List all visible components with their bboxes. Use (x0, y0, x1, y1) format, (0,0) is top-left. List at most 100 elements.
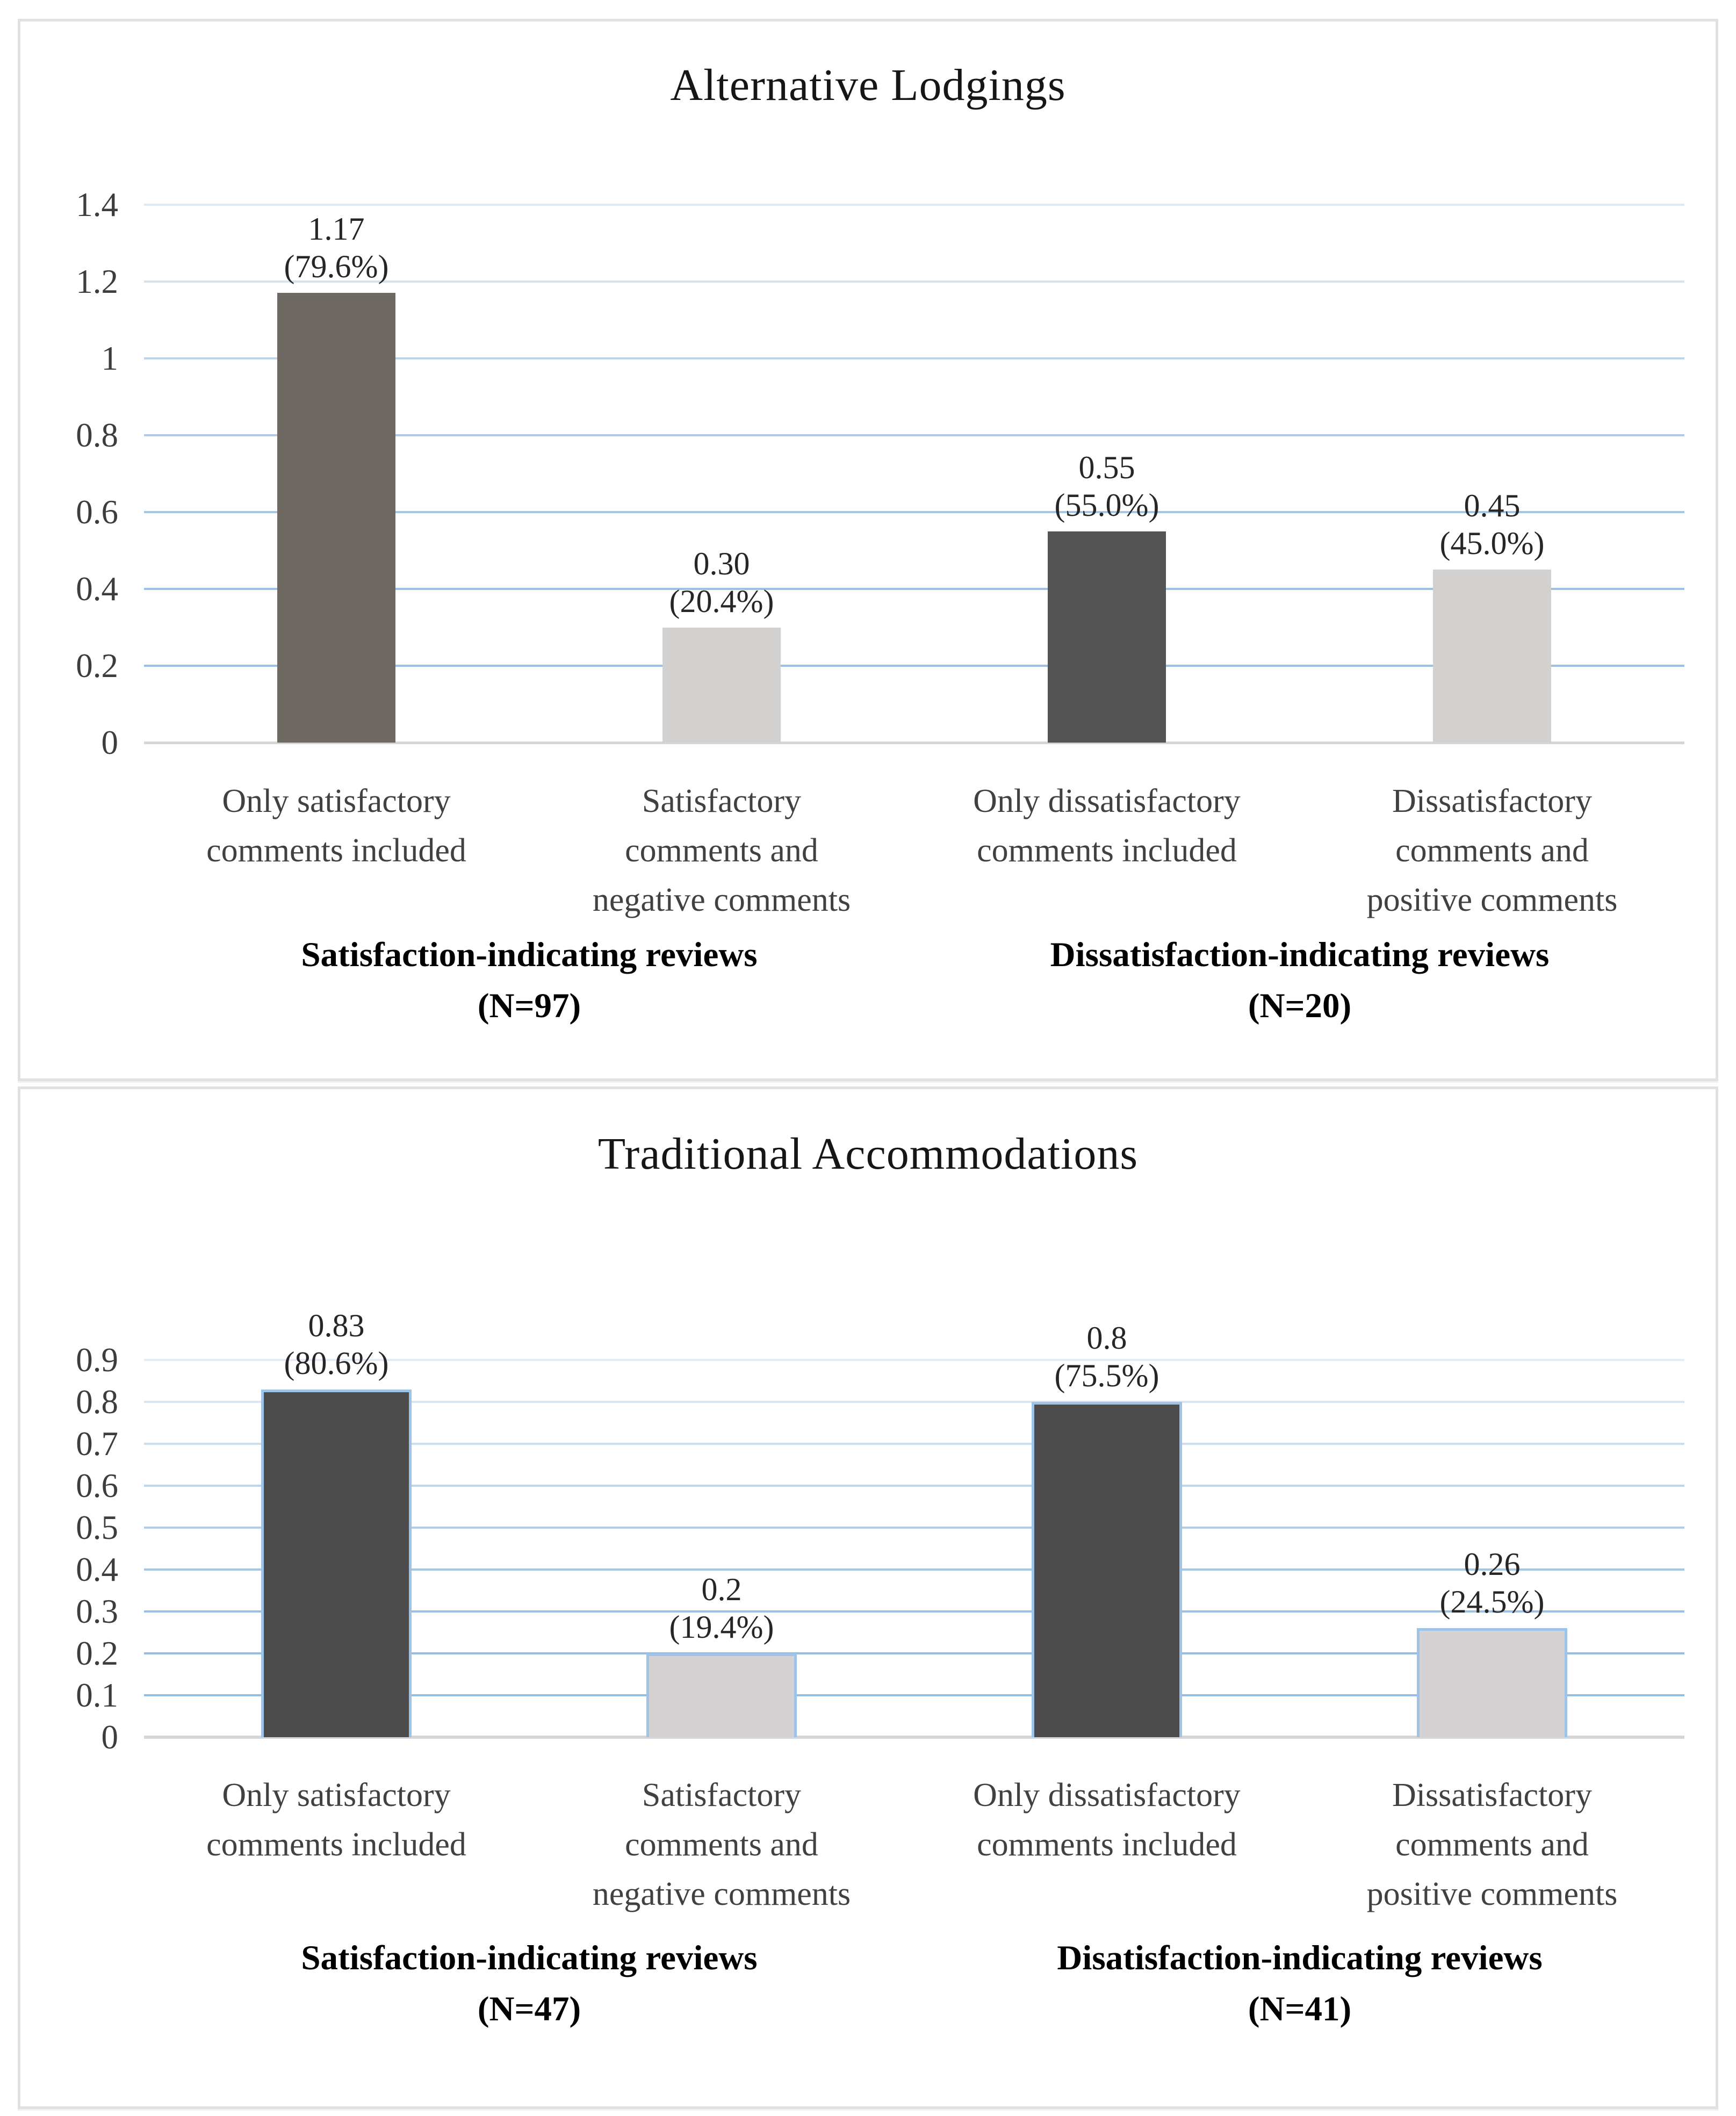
gridline (144, 1485, 1684, 1487)
chart-panel-alternative-lodgings: Alternative Lodgings 1.4 1.2 1 0.8 0.6 0.4 0.2… (18, 19, 1718, 1081)
category-label-line: comments and (625, 832, 818, 869)
category-label-line: Only dissatisfactory (973, 783, 1241, 819)
category-label: Only satisfactory comments included (148, 1770, 524, 1869)
gridline (144, 1652, 1684, 1654)
bar-data-label: 1.17 (79.6%) (186, 210, 487, 285)
bar-value: 0.26 (1464, 1546, 1521, 1582)
category-label-line: negative comments (592, 882, 851, 918)
gridline (144, 665, 1684, 667)
y-axis-tick-label: 0.8 (76, 1383, 118, 1421)
x-axis-line (144, 1736, 1684, 1739)
bar-value: 0.55 (1078, 449, 1135, 485)
bar-percentage: (19.4%) (669, 1609, 774, 1645)
category-label-line: Only dissatisfactory (973, 1777, 1241, 1813)
bar-data-label: 0.83 (80.6%) (186, 1307, 487, 1382)
category-label: Only dissatisfactory comments included (919, 776, 1295, 875)
x-axis-line (144, 742, 1684, 744)
y-axis-tick-label: 0 (101, 724, 119, 761)
bar-value: 0.45 (1464, 488, 1521, 524)
y-axis-tick-label: 0.3 (76, 1593, 118, 1630)
y-axis-tick-label: 0.2 (76, 647, 118, 685)
category-label: Satisfactory comments and negative comment… (534, 776, 910, 925)
bar (1048, 531, 1166, 743)
gridline (144, 1443, 1684, 1445)
group-label: Satisfaction-indicating reviews (N=97) (126, 930, 932, 1032)
category-label-line: comments included (977, 1826, 1237, 1863)
y-axis-tick-label: 1 (101, 340, 119, 377)
bar-value: 0.30 (693, 545, 750, 581)
bar (1433, 570, 1551, 743)
group-label-n: (N=47) (477, 1990, 581, 2028)
bar-value: 1.17 (308, 211, 365, 247)
category-label-line: comments included (206, 1826, 466, 1863)
group-label: Disatisfaction-indicating reviews (N=41) (897, 1933, 1703, 2035)
group-label-text: Dissatisfaction-indicating reviews (1050, 935, 1550, 974)
y-axis-tick-label: 1.2 (76, 263, 118, 300)
group-label-n: (N=97) (477, 987, 581, 1025)
y-axis-tick-label: 0.9 (76, 1341, 118, 1379)
bar (277, 293, 395, 743)
y-axis-tick-label: 0.1 (76, 1676, 118, 1714)
y-axis-tick-label: 0.4 (76, 570, 118, 608)
category-label-line: Dissatisfactory (1392, 783, 1592, 819)
bar-data-label: 0.2 (19.4%) (571, 1571, 872, 1646)
bar-value: 0.8 (1086, 1320, 1127, 1356)
category-label-line: negative comments (592, 1876, 851, 1912)
category-label-line: comments and (1395, 1826, 1589, 1863)
bar-percentage: (20.4%) (669, 583, 774, 619)
gridline (144, 1359, 1684, 1361)
group-label-text: Satisfaction-indicating reviews (301, 935, 758, 974)
group-label: Dissatisfaction-indicating reviews (N=20) (897, 930, 1703, 1032)
bar-percentage: (55.0%) (1054, 487, 1159, 523)
category-label-line: Only satisfactory (222, 783, 451, 819)
category-label-line: Dissatisfactory (1392, 1777, 1592, 1813)
y-axis-tick-label: 1.4 (76, 186, 118, 224)
bar-data-label: 0.45 (45.0%) (1342, 487, 1643, 562)
bar (261, 1389, 412, 1737)
y-axis-tick-label: 0.6 (76, 1467, 118, 1505)
category-label-line: comments and (625, 1826, 818, 1863)
chart-panel-traditional-accommodations: Traditional Accommodations 0.9 0.8 0.7 0.6 0… (18, 1086, 1718, 2109)
y-axis-tick-label: 0.4 (76, 1551, 118, 1588)
gridline (144, 1401, 1684, 1403)
chart-title: Traditional Accommodations (597, 1129, 1139, 1179)
bar-percentage: (24.5%) (1439, 1584, 1545, 1620)
group-label-n: (N=20) (1248, 987, 1352, 1025)
category-label: Satisfactory comments and negative comment… (534, 1770, 910, 1919)
gridline (144, 1610, 1684, 1613)
gridline (144, 588, 1684, 590)
gridline (144, 511, 1684, 513)
y-axis-tick-label: 0.2 (76, 1635, 118, 1672)
group-label-n: (N=41) (1248, 1990, 1352, 2028)
gridline (144, 1527, 1684, 1529)
y-axis-tick-label: 0.5 (76, 1509, 118, 1546)
category-label-line: Only satisfactory (222, 1777, 451, 1813)
bar-percentage: (79.6%) (284, 249, 389, 285)
group-label-text: Disatisfaction-indicating reviews (1057, 1939, 1543, 1977)
gridline (144, 357, 1684, 359)
category-label-line: Satisfactory (642, 783, 802, 819)
bar (1417, 1628, 1567, 1737)
bar (662, 627, 781, 743)
bar-percentage: (80.6%) (284, 1345, 389, 1381)
category-label-line: positive comments (1366, 882, 1618, 918)
bar-percentage: (45.0%) (1439, 526, 1545, 562)
bar-data-label: 0.8 (75.5%) (956, 1319, 1257, 1394)
bar-value: 0.2 (701, 1572, 742, 1607)
bar-percentage: (75.5%) (1054, 1358, 1159, 1393)
gridline (144, 1694, 1684, 1696)
bar-value: 0.83 (308, 1307, 365, 1343)
y-axis-tick-label: 0.8 (76, 416, 118, 454)
category-label: Dissatisfactory comments and positive comm… (1304, 776, 1680, 925)
gridline (144, 434, 1684, 436)
bar-data-label: 0.30 (20.4%) (571, 545, 872, 620)
category-label-line: comments and (1395, 832, 1589, 869)
group-label: Satisfaction-indicating reviews (N=47) (126, 1933, 932, 2035)
y-axis-tick-label: 0 (101, 1718, 119, 1756)
y-axis-tick-label: 0.6 (76, 493, 118, 531)
bar-data-label: 0.26 (24.5%) (1342, 1545, 1643, 1621)
y-axis-tick-label: 0.7 (76, 1425, 118, 1463)
category-label-line: positive comments (1366, 1876, 1618, 1912)
bar (646, 1653, 797, 1737)
bar-data-label: 0.55 (55.0%) (956, 449, 1257, 524)
